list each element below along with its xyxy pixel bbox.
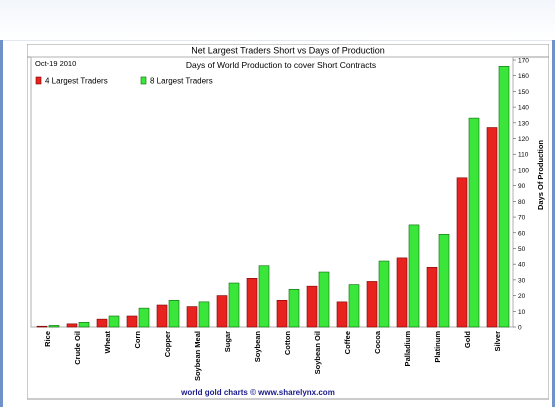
bar-8-largest-soybean-meal — [198, 301, 210, 328]
x-tick-label: Soybean Oil — [313, 331, 322, 374]
y-tick-label: 20 — [518, 293, 526, 300]
bar-4-largest-silver — [486, 127, 498, 328]
x-tick-label: Gold — [463, 331, 472, 348]
x-tick-label: Soybean — [253, 331, 262, 363]
x-tick-label: Coffee — [343, 331, 352, 354]
bar-4-largest-gold — [456, 177, 468, 328]
bar-4-largest-crude-oil — [66, 323, 78, 328]
y-tick-label: 0 — [518, 325, 522, 332]
bar-8-largest-platinum — [438, 234, 450, 328]
bar-4-largest-platinum — [426, 267, 438, 328]
x-tick-label: Cocoa — [373, 330, 382, 354]
y-tick-label: 130 — [518, 120, 529, 127]
bar-8-largest-sugar — [228, 282, 240, 328]
legend-swatch-8-largest — [140, 76, 147, 85]
y-tick-label: 10 — [518, 309, 526, 316]
bar-chart: Net Largest Traders Short vs Days of Pro… — [27, 44, 549, 400]
y-tick-label: 170 — [518, 58, 529, 65]
x-tick-label: Platinum — [433, 331, 442, 363]
x-axis-labels: Rice Crude Oil Wheat Corn Copper Soybean Meal… — [43, 330, 502, 381]
x-tick-label: Wheat — [103, 330, 112, 353]
bar-4-largest-soybean-oil — [306, 285, 318, 328]
x-tick-label: Cotton — [283, 331, 292, 356]
bar-8-largest-soybean-oil — [318, 271, 330, 328]
y-tick-label: 150 — [518, 89, 529, 96]
top-bar — [0, 0, 555, 41]
bar-4-largest-wheat — [96, 318, 108, 328]
bar-4-largest-copper — [156, 304, 168, 328]
bar-4-largest-rice — [36, 325, 48, 328]
bar-8-largest-crude-oil — [78, 321, 90, 328]
y-tick-label: 50 — [518, 246, 526, 253]
bar-4-largest-coffee — [336, 301, 348, 328]
legend: 4 Largest Traders 8 Largest Traders — [35, 76, 213, 86]
y-axis-label: Days Of Production — [536, 140, 545, 210]
bar-4-largest-soybean — [246, 278, 258, 328]
x-tick-label: Palladium — [403, 331, 412, 367]
y-tick-label: 140 — [518, 105, 529, 112]
bar-8-largest-soybean — [258, 265, 270, 328]
y-tick-label: 30 — [518, 277, 526, 284]
footer-credit: world gold charts © www.sharelynx.com — [180, 388, 335, 397]
chart-title: Net Largest Traders Short vs Days of Pro… — [191, 46, 385, 56]
bar-4-largest-corn — [126, 315, 138, 328]
bars-group — [36, 65, 510, 328]
bar-8-largest-cotton — [288, 289, 300, 328]
bar-8-largest-corn — [138, 307, 150, 328]
bar-4-largest-soybean-meal — [186, 306, 198, 328]
y-tick-label: 60 — [518, 230, 526, 237]
y-tick-label: 70 — [518, 215, 526, 222]
bar-4-largest-cotton — [276, 299, 288, 328]
bar-8-largest-gold — [468, 117, 480, 328]
bar-8-largest-wheat — [108, 315, 120, 328]
bar-4-largest-cocoa — [366, 281, 378, 328]
y-tick-label: 80 — [518, 199, 526, 206]
x-tick-label: Copper — [163, 331, 172, 357]
bar-8-largest-cocoa — [378, 260, 390, 328]
x-tick-label: Crude Oil — [73, 331, 82, 365]
y-tick-label: 110 — [518, 152, 529, 159]
right-border — [552, 40, 555, 407]
x-tick-label: Corn — [133, 331, 142, 349]
x-tick-label: Sugar — [223, 331, 232, 352]
y-tick-label: 100 — [518, 167, 529, 174]
bar-8-largest-coffee — [348, 284, 360, 328]
y-tick-label: 120 — [518, 136, 529, 143]
y-axis: 0 10 20 30 40 50 60 70 80 90 100 110 120 130 140 150 160… — [513, 58, 529, 332]
legend-label-4-largest: 4 Largest Traders — [45, 77, 108, 86]
chart-subtitle: Days of World Production to cover Short … — [186, 60, 376, 70]
x-tick-label: Rice — [43, 331, 52, 347]
x-tick-label: Silver — [493, 331, 502, 352]
x-tick-label: Soybean Meal — [193, 331, 202, 381]
date-label: Oct-19 2010 — [35, 59, 76, 68]
left-border — [0, 40, 3, 407]
y-tick-label: 90 — [518, 183, 526, 190]
bar-4-largest-palladium — [396, 257, 408, 328]
legend-label-8-largest: 8 Largest Traders — [150, 77, 213, 86]
bar-4-largest-sugar — [216, 295, 228, 328]
y-tick-label: 40 — [518, 262, 526, 269]
bar-8-largest-palladium — [408, 224, 420, 328]
bar-8-largest-copper — [168, 299, 180, 328]
bar-8-largest-rice — [48, 325, 60, 328]
y-tick-label: 160 — [518, 73, 529, 80]
bar-8-largest-silver — [498, 65, 510, 328]
legend-swatch-4-largest — [35, 76, 42, 85]
